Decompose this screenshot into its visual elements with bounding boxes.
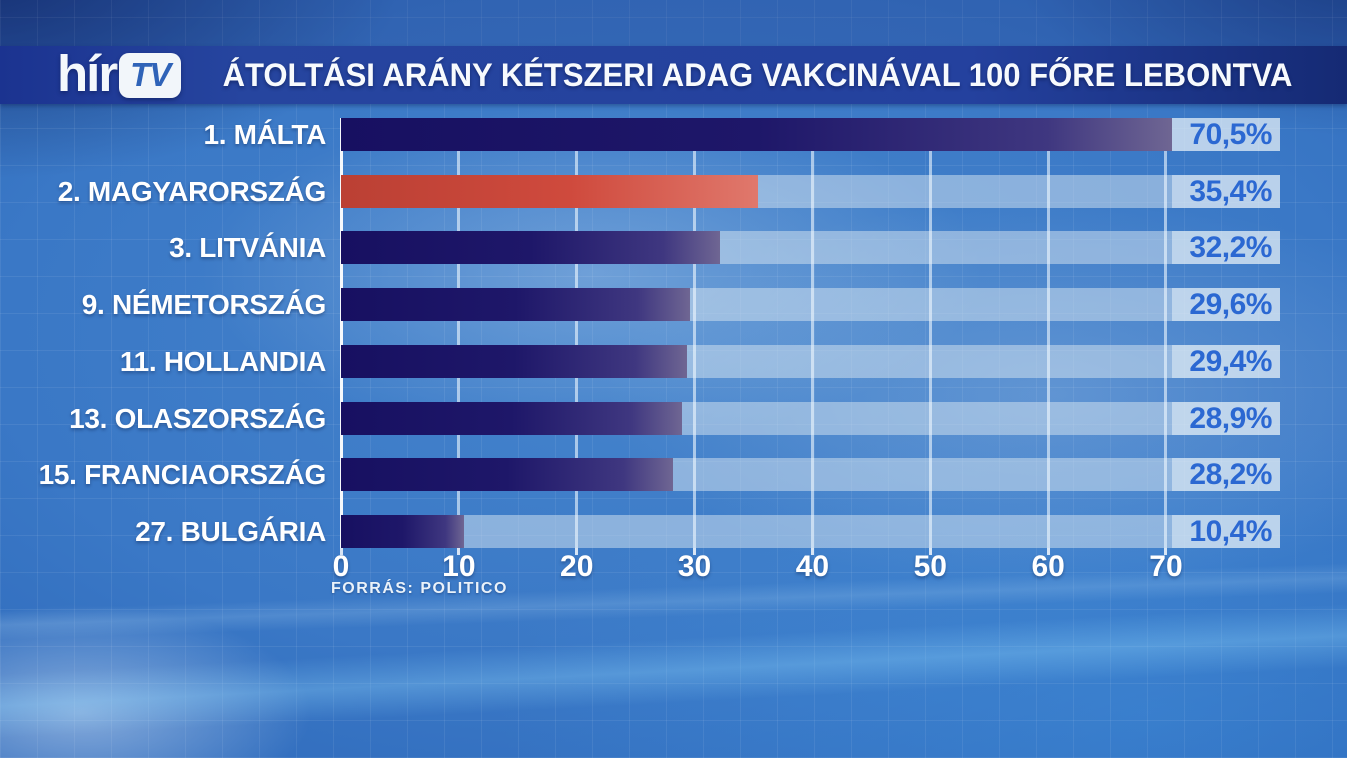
category-label: 13. OLASZORSZÁG xyxy=(69,402,326,434)
value-chip xyxy=(1172,514,1280,548)
axis-tick xyxy=(1046,548,1050,555)
bar-value-label: 32,2% xyxy=(1189,231,1272,265)
gridline-20 xyxy=(575,118,579,548)
axis-tick xyxy=(1164,548,1168,555)
axis-zero-line xyxy=(339,118,343,548)
axis-tick-label: 30 xyxy=(677,550,712,583)
gridline-70 xyxy=(1164,118,1168,548)
axis-tick-label: 20 xyxy=(560,550,594,583)
axis-tick-label: 40 xyxy=(795,550,830,583)
axis-tick-label: 70 xyxy=(1149,550,1183,583)
gridline-30 xyxy=(693,118,697,548)
gridline-10 xyxy=(457,118,461,548)
logo-tv-box: TV xyxy=(119,52,182,98)
bar-value-label: 28,2% xyxy=(1189,458,1272,492)
gridline-40 xyxy=(810,118,814,548)
bar-value-label: 70,5% xyxy=(1189,118,1272,151)
logo-tv-text: TV xyxy=(130,56,171,93)
gridline-50 xyxy=(928,118,932,548)
value-chip xyxy=(1172,174,1280,208)
title-band xyxy=(0,46,1347,104)
value-chip xyxy=(1172,344,1280,378)
axis-tick-label: 50 xyxy=(913,550,947,583)
category-label: 3. LITVÁNIA xyxy=(169,232,326,264)
bar-track xyxy=(341,514,1280,548)
axis-tick xyxy=(339,548,343,555)
axis-tick xyxy=(810,548,814,555)
category-label: 2. MAGYARORSZÁG xyxy=(57,175,327,207)
axis-tick xyxy=(575,548,579,555)
chart-title: ÁTOLTÁSI ARÁNY KÉTSZERI ADAG VAKCINÁVAL … xyxy=(222,57,1293,93)
header: hír TV ÁTOLTÁSI ARÁNY KÉTSZERI ADAG VAKC… xyxy=(0,0,1347,110)
value-chip xyxy=(1172,231,1280,265)
axis-tick xyxy=(457,548,461,555)
bar-value-label: 28,9% xyxy=(1189,401,1272,435)
logo-hir-text: hír xyxy=(57,44,118,102)
category-label: 15. FRANCIAORSZÁG xyxy=(38,459,327,491)
category-label: 27. BULGÁRIA xyxy=(135,515,326,547)
bar xyxy=(341,344,688,378)
gridline-60 xyxy=(1046,118,1050,548)
axis-tick-label: 0 xyxy=(332,550,350,583)
bar-value-label: 10,4% xyxy=(1189,514,1272,548)
bar xyxy=(341,458,674,492)
axis-tick-label: 10 xyxy=(442,550,476,583)
category-label: 1. MÁLTA xyxy=(203,119,326,150)
top-shade-band xyxy=(0,0,1347,46)
plot-area: 70,5% 35,4% 32,2% 29,6% 29,4% 28,9% 28,2% 10,4% xyxy=(339,118,1280,548)
bar xyxy=(341,288,690,322)
source-credit: FORRÁS: POLITICO xyxy=(331,580,508,597)
bar xyxy=(341,118,1172,151)
axis-tick-label: 60 xyxy=(1031,550,1065,583)
value-chip xyxy=(1172,458,1280,492)
bar-value-label: 35,4% xyxy=(1189,174,1272,208)
value-chip xyxy=(1172,118,1280,151)
bar-value-label: 29,6% xyxy=(1189,288,1272,322)
axis-tick xyxy=(693,548,697,555)
bar-highlighted xyxy=(341,174,759,208)
value-chip xyxy=(1172,288,1280,322)
category-label: 9. NÉMETORSZÁG xyxy=(81,289,327,321)
bar-value-label: 29,4% xyxy=(1189,344,1272,378)
hirtv-logo: hír TV xyxy=(57,44,182,102)
category-label: 11. HOLLANDIA xyxy=(119,345,326,377)
value-chip xyxy=(1172,401,1280,435)
bar xyxy=(341,514,464,548)
bar xyxy=(341,231,721,265)
axis-tick xyxy=(928,548,932,555)
bar xyxy=(341,401,682,435)
